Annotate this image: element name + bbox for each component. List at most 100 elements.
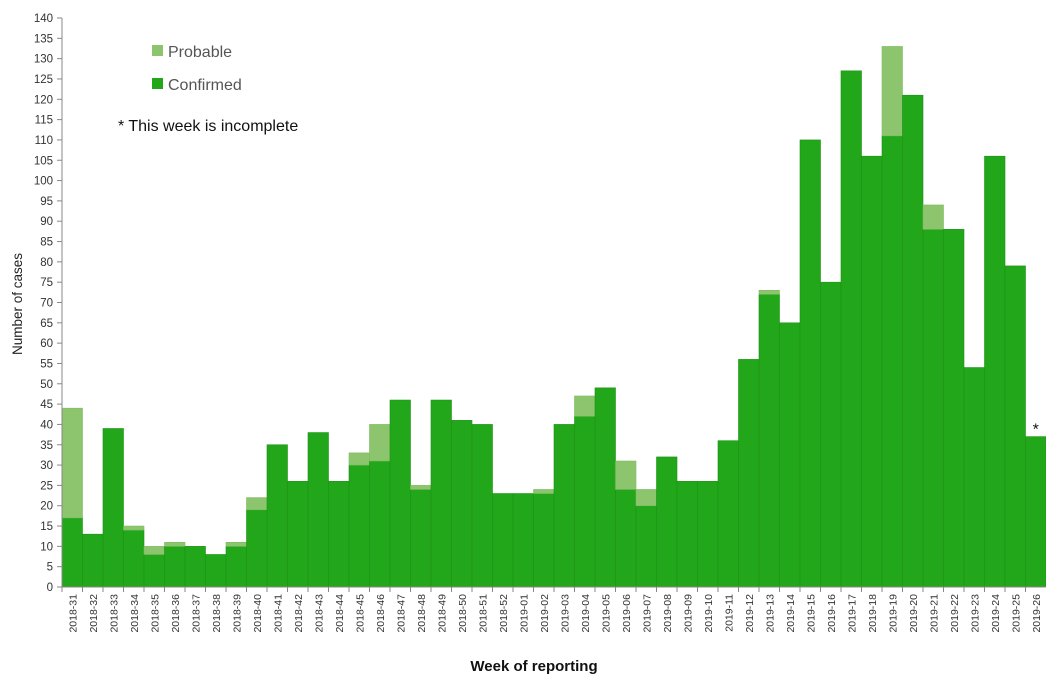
bar-confirmed [451, 420, 473, 588]
bar-confirmed [369, 460, 391, 588]
bar-confirmed [225, 546, 247, 588]
x-tick-label: 2019-06 [621, 594, 633, 633]
x-tick-label: 2019-14 [785, 594, 797, 633]
bar-confirmed [861, 155, 883, 588]
bar-confirmed [758, 294, 780, 588]
bar-confirmed [738, 359, 760, 588]
bar-confirmed [820, 281, 842, 588]
bar-confirmed [307, 432, 329, 588]
y-tick-label: 130 [34, 54, 53, 66]
legend: Probable Confirmed [152, 44, 242, 94]
x-tick-label: 2019-05 [600, 594, 612, 633]
y-tick-label: 115 [35, 115, 53, 127]
x-tick-label: 2019-13 [764, 594, 776, 633]
x-tick-label: 2018-33 [108, 594, 120, 633]
y-axis-ticks: 0 5 10 15 20 25 30 35 40 45 50 55 60 65 70 75 80 85 90 95 10… [34, 13, 62, 594]
bar-confirmed [492, 493, 514, 588]
x-tick-label: 2019-24 [990, 594, 1002, 633]
y-tick-label: 125 [34, 74, 53, 86]
x-tick-label: 2019-22 [949, 594, 961, 633]
bar-confirmed [1004, 265, 1026, 588]
legend-label-confirmed: Confirmed [168, 77, 242, 94]
bar-confirmed [922, 229, 944, 588]
x-tick-label: 2018-49 [436, 594, 448, 633]
x-tick-label: 2018-47 [395, 594, 407, 633]
y-tick-label: 65 [40, 318, 53, 330]
bar-confirmed [881, 135, 903, 588]
bar-confirmed [430, 399, 452, 588]
y-tick-label: 70 [40, 298, 53, 310]
x-tick-label: 2019-26 [1031, 594, 1043, 633]
y-tick-label: 60 [40, 338, 53, 350]
x-tick-label: 2019-19 [887, 594, 899, 633]
legend-swatch-probable [152, 45, 163, 56]
x-tick-label: 2018-43 [313, 594, 325, 633]
y-tick-label: 100 [34, 176, 53, 188]
x-tick-label: 2018-37 [190, 594, 202, 633]
x-tick-label: 2019-03 [559, 594, 571, 633]
x-tick-label: 2018-42 [293, 594, 305, 633]
bar-confirmed [246, 509, 268, 588]
y-tick-label: 90 [40, 216, 53, 228]
y-tick-label: 15 [40, 521, 53, 533]
bar-confirmed [389, 399, 411, 588]
x-tick-label: 2018-45 [354, 594, 366, 633]
x-tick-label: 2019-15 [805, 594, 817, 633]
x-tick-label: 2018-35 [149, 594, 161, 633]
y-tick-label: 5 [47, 562, 53, 574]
bar-probable [143, 546, 165, 555]
bar-confirmed [143, 554, 165, 588]
x-tick-label: 2018-41 [272, 594, 284, 633]
bar-confirmed [102, 428, 124, 588]
bar-probable [922, 204, 944, 230]
x-tick-label: 2019-09 [682, 594, 694, 633]
incomplete-marker: * [1033, 422, 1039, 439]
bar-confirmed [615, 489, 637, 588]
x-tick-label: 2019-02 [539, 594, 551, 633]
x-tick-label: 2018-36 [170, 594, 182, 633]
bar-confirmed [594, 387, 616, 588]
x-axis-ticks: 2018-31 2018-32 2018-33 2018-34 2018-35 2018-… [61, 587, 1043, 633]
x-tick-label: 2018-52 [498, 594, 510, 633]
incomplete-week-note: * This week is incomplete [118, 118, 298, 135]
y-tick-label: 40 [40, 419, 53, 431]
bar-confirmed [410, 489, 432, 588]
y-tick-label: 140 [34, 13, 53, 25]
bar-confirmed [656, 456, 678, 588]
bar-confirmed [287, 481, 309, 588]
bar-probable [369, 424, 391, 462]
x-tick-label: 2019-21 [928, 594, 940, 633]
x-tick-label: 2018-51 [477, 594, 489, 633]
bar-confirmed [840, 70, 862, 588]
bar-confirmed [717, 440, 739, 588]
x-tick-label: 2019-23 [969, 594, 981, 633]
y-tick-label: 30 [40, 460, 53, 472]
x-tick-label: 2018-38 [211, 594, 223, 633]
x-tick-label: 2018-48 [416, 594, 428, 633]
bar-probable [164, 541, 186, 547]
x-tick-label: 2019-11 [723, 594, 735, 632]
y-tick-label: 35 [40, 440, 53, 452]
x-tick-label: 2019-01 [518, 594, 530, 633]
y-tick-label: 50 [40, 379, 53, 391]
y-tick-label: 0 [47, 582, 53, 594]
bar-confirmed [164, 546, 186, 588]
y-tick-label: 45 [40, 399, 53, 411]
x-axis-title: Week of reporting [470, 658, 597, 674]
x-tick-label: 2019-07 [641, 594, 653, 633]
y-tick-label: 120 [34, 94, 53, 106]
bar-confirmed [533, 493, 555, 588]
x-tick-label: 2018-34 [129, 594, 141, 633]
y-tick-label: 105 [34, 155, 53, 167]
bars [61, 46, 1046, 588]
bar-probable [61, 407, 83, 519]
x-tick-label: 2019-17 [846, 594, 858, 633]
x-tick-label: 2019-18 [867, 594, 879, 633]
bar-probable [348, 452, 370, 466]
y-tick-label: 80 [40, 257, 53, 269]
x-tick-label: 2019-16 [826, 594, 838, 633]
y-tick-label: 75 [40, 277, 53, 289]
bar-confirmed [348, 464, 370, 588]
y-axis-title: Number of cases [10, 253, 25, 355]
